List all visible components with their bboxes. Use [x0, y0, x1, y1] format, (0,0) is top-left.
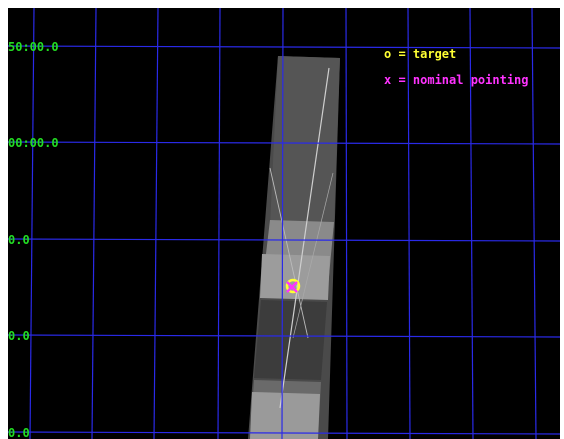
sky-image — [8, 8, 560, 439]
sky-image-viewer: 50:00.0 00:00.0 0.0 0.0 0.0 o = target x… — [8, 8, 560, 439]
observation-strip — [248, 56, 340, 439]
legend-nominal-pointing: x = nominal pointing — [384, 73, 529, 87]
axis-label-2: 00:00.0 — [8, 136, 59, 150]
target-marker — [285, 278, 301, 294]
coordinate-grid — [8, 8, 560, 439]
nominal-pointing-marker — [286, 281, 298, 293]
axis-label-5: 0.0 — [8, 426, 30, 439]
axis-label-3: 0.0 — [8, 233, 30, 247]
axis-label-4: 0.0 — [8, 329, 30, 343]
target-circle-icon — [285, 278, 301, 294]
legend-target: o = target — [384, 47, 457, 61]
axis-label-1: 50:00.0 — [8, 40, 59, 54]
